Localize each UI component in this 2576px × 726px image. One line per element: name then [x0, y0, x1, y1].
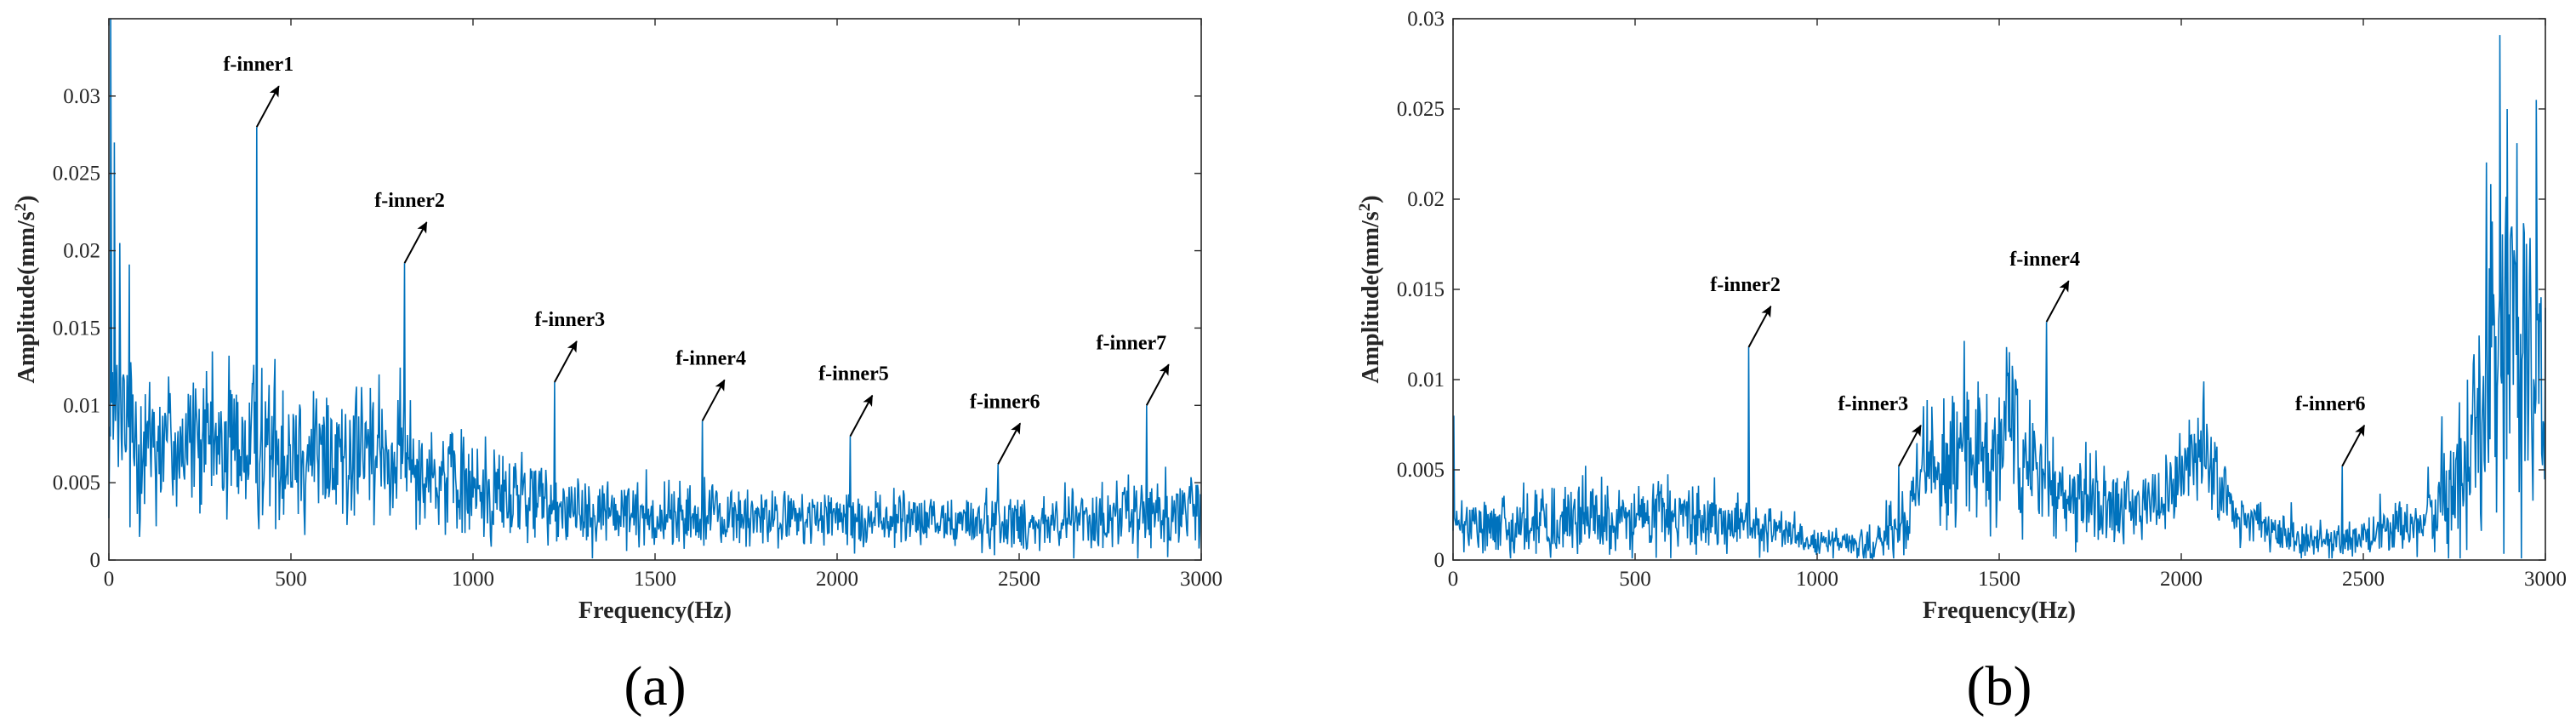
y-tick-label: 0.01 [1407, 369, 1445, 392]
x-tick-label: 3000 [1180, 568, 1222, 591]
x-tick-label: 1500 [634, 568, 676, 591]
annotation-f-inner2: f-inner2 [374, 190, 445, 212]
annotation-f-inner1: f-inner1 [223, 54, 294, 76]
annotation-f-inner3: f-inner3 [535, 309, 606, 331]
annotation-f-inner6: f-inner6 [2295, 393, 2366, 415]
x-axis-label: Frequency(Hz) [578, 597, 732, 624]
x-tick-label: 0 [1448, 568, 1459, 591]
x-tick-label: 1000 [1796, 568, 1838, 591]
x-tick-label: 500 [275, 568, 307, 591]
annotation-arrow-f-inner3 [553, 340, 578, 383]
signal-line-a [108, 18, 1202, 559]
y-axis-label: Amplitude(mm/s2) [1356, 195, 1385, 383]
annotation-arrow-f-inner2 [1747, 305, 1772, 348]
y-tick-label: 0.015 [53, 317, 100, 340]
x-tick-label: 2000 [816, 568, 858, 591]
x-tick-label: 500 [1619, 568, 1651, 591]
chart-b: 0 500 1000 1500 2000 2500 3000 0 0.005 0.01 0.015 0… [1356, 8, 2567, 717]
y-tick-label: 0.02 [63, 240, 100, 263]
x-tick-label: 3000 [2524, 568, 2567, 591]
x-tick-label: 2000 [2160, 568, 2203, 591]
x-tick-label: 0 [104, 568, 115, 591]
y-axis-label-exponent: 2 [1356, 203, 1374, 212]
annotation-arrow-f-inner1 [255, 85, 280, 128]
annotation-arrow-f-inner4 [2045, 280, 2070, 323]
annotation-f-inner6: f-inner6 [970, 391, 1040, 413]
y-tick-label: 0 [90, 549, 101, 572]
annotation-f-inner4: f-inner4 [2009, 249, 2080, 271]
x-tick-label: 1000 [452, 568, 494, 591]
panel-label-a: (a) [624, 655, 686, 717]
y-tick-label: 0.005 [53, 472, 100, 494]
annotation-f-inner3: f-inner3 [1838, 393, 1909, 415]
y-axis-label-exponent: 2 [12, 203, 30, 212]
annotation-arrow-f-inner5 [849, 394, 874, 437]
y-tick-label: 0.015 [1397, 278, 1445, 301]
y-tick-label: 0.03 [1407, 8, 1445, 31]
annotation-arrow-f-inner7 [1145, 363, 1170, 406]
annotation-f-inner7: f-inner7 [1096, 332, 1166, 354]
x-axis-label: Frequency(Hz) [1923, 597, 2076, 624]
axes-box-a [108, 18, 1202, 561]
y-tick-label: 0.02 [1407, 188, 1445, 211]
annotation-arrow-f-inner4 [701, 379, 726, 421]
annotation-arrow-f-inner6 [2341, 424, 2366, 467]
annotation-arrow-f-inner6 [997, 422, 1022, 465]
y-tick-label: 0.005 [1397, 459, 1445, 482]
y-tick-label: 0.01 [63, 394, 100, 417]
signal-line-b [1452, 35, 2546, 560]
x-tick-label: 2500 [2342, 568, 2385, 591]
annotation-f-inner5: f-inner5 [818, 363, 889, 386]
y-tick-label: 0.03 [63, 85, 100, 108]
annotation-arrow-f-inner3 [1897, 424, 1922, 467]
y-tick-label: 0.025 [1397, 98, 1445, 121]
y-axis-label: Amplitude(mm/s2) [12, 195, 41, 383]
y-tick-label: 0.025 [53, 163, 100, 186]
panel-label-b: (b) [1967, 655, 2032, 717]
x-tick-label: 1500 [1978, 568, 2020, 591]
chart-a: 0 500 1000 1500 2000 2500 3000 0 0.005 0.01 0.015 0… [12, 18, 1222, 717]
annotation-f-inner2: f-inner2 [1710, 274, 1781, 296]
x-tick-label: 2500 [998, 568, 1040, 591]
annotation-f-inner4: f-inner4 [675, 347, 746, 369]
annotation-arrow-f-inner2 [403, 221, 428, 264]
y-tick-label: 0 [1434, 549, 1445, 572]
